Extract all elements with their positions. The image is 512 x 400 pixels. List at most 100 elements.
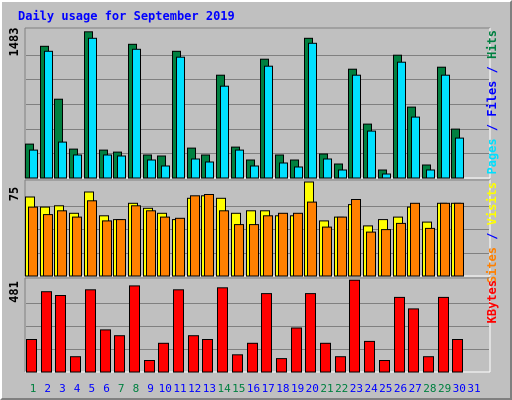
x-tick-label: 4 (74, 382, 81, 395)
bar-kbytes-day-12 (188, 335, 199, 373)
bar-kbytes-day-5 (85, 289, 96, 373)
bar-pages-day-24 (367, 130, 376, 179)
bar-sites-day-27 (410, 202, 420, 277)
bar-pages-day-4 (73, 154, 82, 179)
x-tick-label: 17 (262, 382, 275, 395)
x-tick-label: 8 (133, 382, 140, 395)
x-tick-label: 14 (217, 382, 231, 395)
bar-kbytes-day-20 (305, 293, 316, 373)
bar-kbytes-day-9 (144, 360, 155, 373)
bar-pages-day-21 (323, 158, 332, 179)
bar-kbytes-day-1 (26, 339, 37, 373)
bar-sites-day-19 (293, 212, 303, 277)
x-tick-label: 21 (320, 382, 333, 395)
bar-sites-day-16 (249, 224, 259, 277)
bar-pages-day-27 (411, 116, 420, 179)
x-tick-label: 6 (103, 382, 110, 395)
bar-sites-day-7 (116, 219, 126, 277)
x-tick-label: 2 (44, 382, 51, 395)
bar-kbytes-day-19 (291, 327, 302, 373)
legend-kbytes: KBytes (485, 280, 499, 323)
x-tick-label: 5 (88, 382, 95, 395)
bar-kbytes-day-30 (452, 339, 463, 373)
x-tick-label: 1 (30, 382, 37, 395)
x-tick-label: 7 (118, 382, 125, 395)
legend-item: Pages (485, 138, 499, 174)
bar-kbytes-day-10 (158, 342, 169, 373)
legend-item: / (485, 66, 499, 80)
bar-kbytes-day-2 (41, 291, 52, 373)
bar-pages-day-5 (88, 37, 97, 179)
bar-pages-day-7 (117, 155, 126, 179)
bar-kbytes-day-21 (320, 342, 331, 373)
bar-kbytes-day-16 (247, 342, 258, 373)
x-axis-labels: 1 2 3 4 5 6 7 8 9 10 11 12 13 14 15 16 17 18 19 20 21 22 23 24 2… (30, 382, 481, 395)
legend-visits-sites: Sites / Visits (485, 182, 499, 283)
bar-sites-day-3 (57, 210, 67, 277)
bar-sites-day-21 (322, 226, 332, 277)
bar-pages-day-22 (338, 169, 347, 179)
legend-item: KBytes (485, 280, 499, 323)
x-tick-label: 20 (306, 382, 319, 395)
bar-pages-day-29 (441, 74, 450, 179)
bar-sites-day-17 (263, 215, 273, 277)
x-tick-label: 10 (159, 382, 172, 395)
bar-kbytes-day-25 (379, 360, 390, 373)
bar-kbytes-day-11 (173, 289, 184, 373)
chart-title: Daily usage for September 2019 (18, 9, 235, 23)
panel-kbytes: 481 KBytes (7, 277, 499, 373)
bar-pages-day-13 (205, 161, 214, 179)
bar-pages-day-16 (250, 165, 259, 179)
bar-kbytes-day-13 (202, 339, 213, 373)
bar-pages-day-3 (58, 141, 67, 179)
bar-pages-day-8 (132, 48, 141, 179)
bar-kbytes-day-14 (217, 287, 228, 373)
x-tick-label: 15 (232, 382, 245, 395)
x-tick-label: 24 (364, 382, 378, 395)
bar-pages-day-28 (426, 169, 435, 179)
x-tick-label: 26 (394, 382, 407, 395)
bar-kbytes-day-23 (349, 279, 360, 373)
chart-panels: 1483 Pages / Files / Hits 75 Sites / Visits… (7, 27, 499, 373)
bar-sites-day-30 (454, 202, 464, 277)
bar-kbytes-day-8 (129, 285, 140, 373)
bar-kbytes-day-18 (276, 358, 287, 373)
legend-hits-files-pages: Pages / Files / Hits (485, 30, 499, 175)
bar-sites-day-24 (366, 231, 376, 277)
panel-hits-files-pages: 1483 Pages / Files / Hits (7, 27, 499, 179)
bar-sites-day-13 (204, 194, 214, 277)
bar-pages-day-2 (44, 50, 53, 179)
x-tick-label: 25 (379, 382, 392, 395)
bar-sites-day-23 (351, 199, 361, 277)
y-max-label: 1483 (7, 28, 21, 57)
legend-item: Hits (485, 30, 499, 66)
x-tick-label: 16 (247, 382, 260, 395)
x-tick-label: 22 (335, 382, 348, 395)
bar-kbytes-day-15 (232, 354, 243, 373)
bar-sites-day-6 (102, 220, 112, 277)
y-max-label: 75 (7, 187, 21, 201)
bar-sites-day-4 (72, 216, 82, 277)
legend-item: Visits (485, 182, 499, 233)
bar-pages-day-9 (147, 159, 156, 179)
legend-item: Sites (485, 247, 499, 283)
bar-kbytes-day-22 (335, 356, 346, 373)
x-tick-label: 19 (291, 382, 304, 395)
bar-pages-day-26 (397, 61, 406, 179)
bar-kbytes-day-7 (114, 335, 125, 373)
bar-pages-day-6 (103, 154, 112, 179)
bar-pages-day-1 (29, 149, 38, 179)
bar-pages-day-15 (235, 149, 244, 179)
bar-kbytes-day-3 (55, 295, 66, 373)
bar-kbytes-day-27 (408, 308, 419, 373)
x-tick-label: 3 (59, 382, 66, 395)
bar-kbytes-day-6 (100, 329, 111, 373)
bar-pages-day-30 (455, 137, 464, 179)
bar-sites-day-11 (175, 217, 185, 277)
bar-kbytes-day-4 (70, 356, 81, 373)
bar-kbytes-day-28 (423, 356, 434, 373)
bar-sites-day-28 (425, 227, 435, 277)
bar-sites-day-12 (190, 195, 200, 277)
bar-pages-day-17 (264, 65, 273, 179)
